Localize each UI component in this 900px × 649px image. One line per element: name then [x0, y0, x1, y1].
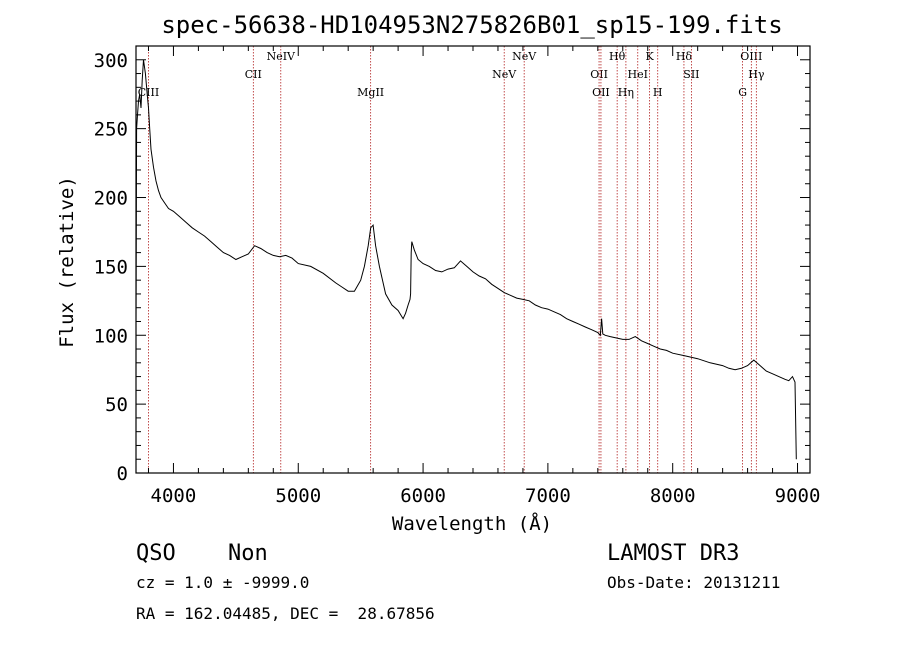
y-axis-label: Flux (relative) — [56, 176, 78, 348]
emission-line-label: HeI — [628, 68, 648, 81]
x-axis-ticks: 4000 5000 6000 7000 8000 9000 — [147, 46, 821, 507]
emission-line-label: OIII — [740, 50, 762, 63]
x-tick-label: 8000 — [650, 485, 696, 507]
y-tick-label: 100 — [94, 325, 128, 347]
x-tick-label: 9000 — [775, 485, 821, 507]
emission-line-label: K — [646, 50, 655, 63]
emission-line-label: NeV — [492, 68, 517, 81]
x-tick-label: 4000 — [151, 485, 197, 507]
y-tick-label: 0 — [117, 463, 128, 485]
emission-line-label: MgII — [357, 86, 384, 99]
emission-line-label: Hθ — [609, 50, 626, 63]
emission-line-label: Hδ — [676, 50, 693, 63]
emission-line-label: NeV — [512, 50, 537, 63]
emission-line-label: Hη — [618, 86, 634, 99]
spectrum-line — [135, 59, 797, 460]
object-class: QSO — [136, 541, 176, 566]
x-axis-label: Wavelength (Å) — [392, 512, 552, 535]
x-tick-label: 7000 — [525, 485, 571, 507]
y-tick-label: 150 — [94, 256, 128, 278]
ra-dec: RA = 162.04485, DEC = 28.67856 — [136, 604, 435, 623]
y-tick-label: 200 — [94, 188, 128, 210]
object-subclass: Non — [228, 541, 268, 566]
emission-line-label: CII — [245, 68, 262, 81]
y-tick-label: 300 — [94, 50, 128, 72]
x-tick-label: 6000 — [400, 485, 446, 507]
emission-line-label: NeIV — [267, 50, 296, 63]
spectrum-series — [135, 59, 797, 460]
emission-line-label: SII — [683, 68, 699, 81]
emission-line-label: OII — [592, 86, 610, 99]
y-axis-ticks: 0 50 100 150 200 250 300 — [94, 50, 810, 485]
chart-title: spec-56638-HD104953N275826B01_sp15-199.f… — [161, 11, 782, 39]
survey-name: LAMOST DR3 — [607, 541, 739, 566]
emission-line-label: H — [653, 86, 663, 99]
y-tick-label: 50 — [105, 394, 128, 416]
obs-date: Obs-Date: 20131211 — [607, 573, 780, 592]
emission-line-label: G — [738, 86, 747, 99]
emission-line-label: OII — [590, 68, 608, 81]
emission-line-label: CIII — [138, 86, 159, 99]
emission-line-markers: CIIICIINeIVMgIINeVNeVOIIOIIHθHηHeIKHHδSI… — [138, 46, 765, 473]
x-tick-label: 5000 — [275, 485, 321, 507]
emission-line-label: Hγ — [748, 68, 765, 81]
y-tick-label: 250 — [94, 119, 128, 141]
redshift-cz: cz = 1.0 ± -9999.0 — [136, 573, 309, 592]
